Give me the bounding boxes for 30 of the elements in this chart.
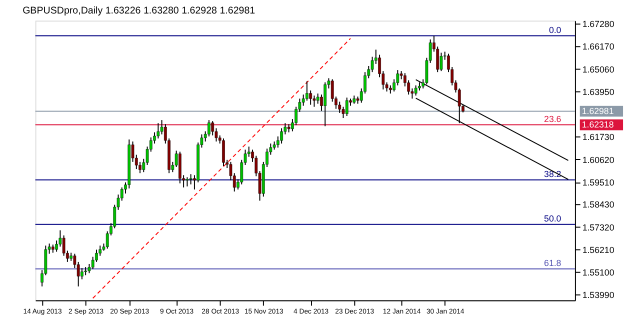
y-tick-label: 1.61730 [582, 132, 614, 142]
y-tick-label: 1.67280 [582, 18, 614, 29]
annotation: 61.8 [544, 258, 562, 268]
y-tick-label: 1.65060 [582, 64, 614, 74]
candlestick [186, 176, 189, 187]
y-tick-label: 1.59510 [582, 178, 614, 188]
annotation: 50.0 [544, 213, 562, 224]
candlestick [414, 84, 418, 96]
y-tick-label: 1.55100 [582, 268, 614, 278]
candlestick [309, 90, 312, 106]
candlestick [324, 82, 327, 127]
y-tick-label: 1.60620 [582, 154, 614, 165]
y-tick-label: 1.56210 [582, 244, 614, 255]
y-tick-label: 1.62318 [582, 120, 614, 130]
candlestick [189, 174, 192, 185]
chart-title: GBPUSDpro,Daily 1.63226 1.63280 1.62928 1.62981 [22, 6, 256, 17]
y-tick-label: 1.57320 [582, 222, 614, 232]
y-tick-label: 1.53990 [582, 290, 614, 300]
candlestick [316, 93, 320, 104]
candlestick [440, 52, 443, 72]
annotation: 38.2 [544, 168, 562, 179]
y-tick-label: 1.58430 [582, 200, 614, 210]
candlestick [345, 97, 348, 116]
y-tick-label: 1.66170 [582, 42, 614, 52]
y-tick-label: 1.62981 [582, 106, 614, 116]
annotation: 0.0 [548, 24, 562, 35]
candlestick [80, 268, 84, 280]
y-tick-label: 1.63950 [582, 86, 614, 97]
candlestick [222, 138, 225, 166]
annotation: 23.6 [544, 114, 562, 124]
